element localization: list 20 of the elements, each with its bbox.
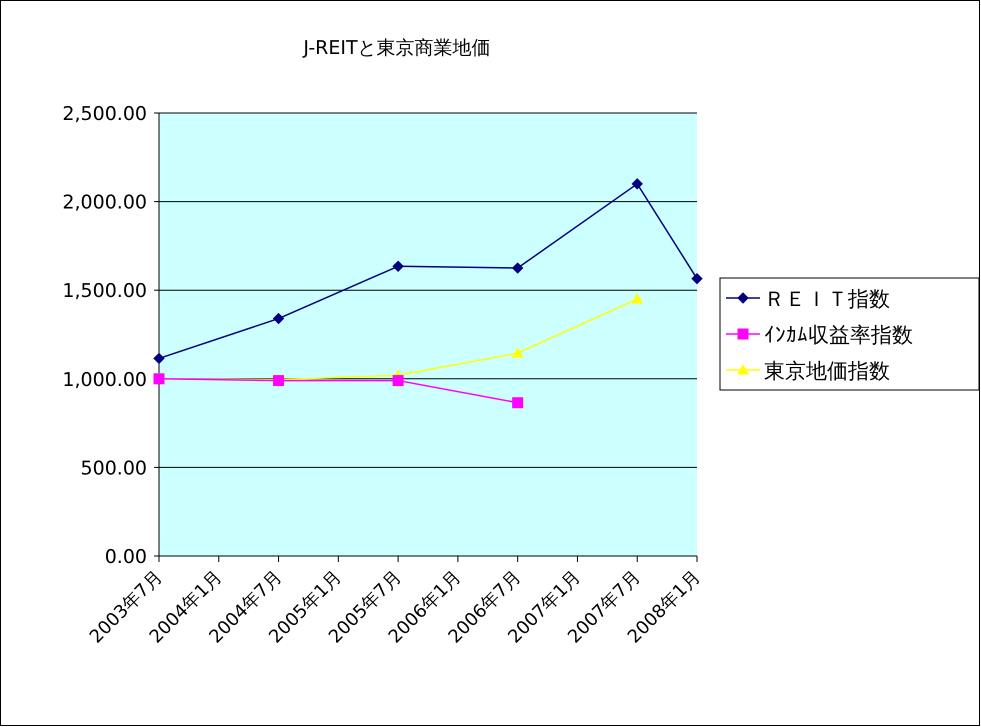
point (692, 273, 702, 284)
point (632, 178, 643, 190)
y-tick-label: 0.00 (104, 546, 147, 568)
point (512, 348, 524, 358)
point (392, 375, 404, 386)
point (154, 352, 164, 364)
point (512, 262, 524, 274)
y-tick-label: 2,500.00 (62, 103, 147, 125)
point (392, 260, 404, 272)
chart-title: J-REITと東京商業地価 (302, 37, 491, 59)
point (512, 397, 524, 408)
y-tick-label: 500.00 (80, 457, 147, 480)
y-tick-label: 2,000.00 (62, 192, 147, 214)
legend-label: ｲﾝｶﾑ収益率指数 (764, 323, 913, 347)
y-tick-label: 1,500.00 (62, 280, 147, 302)
legend-label: 東京地価指数 (764, 359, 890, 383)
y-tick-label: 1,000.00 (62, 368, 147, 391)
legend-label: ＲＥＩＴ指数 (764, 287, 890, 311)
point (632, 294, 643, 304)
point (273, 313, 284, 324)
